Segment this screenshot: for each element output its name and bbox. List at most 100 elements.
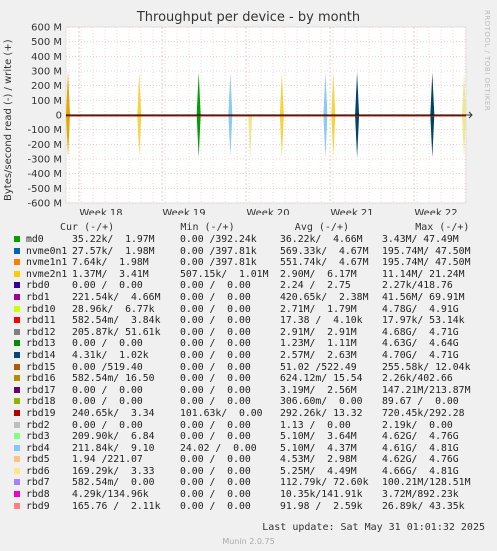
cur-value: 1.94 /221.07 <box>72 454 143 466</box>
legend-swatch <box>14 479 20 486</box>
avg-value: 17.38 / 4.10k <box>280 315 363 327</box>
y-tick-label: 100 M <box>31 96 62 107</box>
cur-value: 4.29k/134.96k <box>72 489 149 501</box>
y-tick-label: 500 M <box>31 37 62 48</box>
cur-value: 211.84k/ 9.10 <box>72 442 155 454</box>
legend-swatch <box>14 398 20 405</box>
legend-swatch <box>14 351 20 358</box>
device-name: rbd3 <box>26 431 50 443</box>
spike-write <box>228 72 233 115</box>
cur-value: 0.00 / 0.00 <box>72 384 143 396</box>
spike-read <box>430 115 435 158</box>
device-name: rbd18 <box>26 396 56 408</box>
legend-row: rbd12 205.87k/ 51.61k 0.00 / 0.00 2.91M/ 2.… <box>12 327 496 339</box>
x-tick-label: Week 18 <box>79 208 122 215</box>
cur-value: 35.22k/ 1.97M <box>72 234 155 245</box>
device-name: rbd6 <box>26 465 50 477</box>
min-value: 0.00 / 0.00 <box>180 291 251 303</box>
rrdtool-credit: RRDTOOL / TOBI OETIKER <box>483 10 491 112</box>
x-tick-label: Week 21 <box>330 208 373 215</box>
max-value: 255.58k/ 12.04k <box>382 361 471 373</box>
cur-value: 27.57k/ 1.98M <box>72 245 155 257</box>
max-value: 720.45k/292.28 <box>382 407 465 419</box>
legend-row: rbd17 0.00 / 0.00 0.00 / 0.00 3.19M/ 2.56M 1… <box>12 385 496 397</box>
spike-read <box>137 115 142 157</box>
spike-write <box>462 72 466 115</box>
legend-table: md0 35.22k/ 1.97M 0.00 /392.24k 36.22k/ 4.6… <box>12 234 496 512</box>
max-value: 195.74M/ 47.50M <box>382 245 471 257</box>
max-value: 4.66G/ 4.81G <box>382 465 459 477</box>
max-value: 2.27k/418.76 <box>382 280 453 292</box>
legend-swatch <box>14 433 20 440</box>
min-value: 0.00 / 0.00 <box>180 338 251 350</box>
legend-swatch <box>14 363 20 370</box>
cur-value: 4.31k/ 1.02k <box>72 349 149 361</box>
max-value: 11.14M/ 21.24M <box>382 268 465 280</box>
legend-row: rbd15 0.00 /519.40 0.00 / 0.00 51.02 /522.4… <box>12 362 496 374</box>
min-value: 0.00 / 0.00 <box>180 315 251 327</box>
avg-value: 2.57M/ 2.63M <box>280 349 357 361</box>
legend-row: rbd11 582.54m/ 3.84k 0.00 / 0.00 17.38 / 4.… <box>12 315 496 327</box>
legend-swatch <box>14 456 20 463</box>
avg-value: 91.98 / 2.59k <box>280 500 363 512</box>
min-value: 0.00 / 0.00 <box>180 361 251 373</box>
max-value: 3.72M/892.23k <box>382 489 459 501</box>
avg-value: 2.91M/ 2.91M <box>280 326 357 338</box>
legend-row: rbd9 165.76 / 2.11k 0.00 / 0.00 91.98 / 2.5… <box>12 501 496 513</box>
cur-value: 0.00 / 0.00 <box>72 396 143 408</box>
min-value: 507.15k/ 1.01M <box>180 268 269 280</box>
device-name: rbd16 <box>26 373 56 385</box>
y-tick-label: -300 M <box>27 155 62 166</box>
min-value: 0.00 / 0.00 <box>180 280 251 292</box>
legend-row: rbd10 28.96k/ 6.77k 0.00 / 0.00 2.71M/ 1.79… <box>12 304 496 316</box>
spike-read <box>279 115 284 158</box>
legend-swatch <box>14 467 20 474</box>
x-tick-label: Week 20 <box>246 208 289 215</box>
y-tick-label: -600 M <box>27 199 62 210</box>
cur-value: 0.00 / 0.00 <box>72 338 143 350</box>
legend-row: rbd18 0.00 / 0.00 0.00 / 0.00 306.60m/ 0.00… <box>12 396 496 408</box>
avg-value: 2.24 / 2.75 <box>280 280 351 292</box>
munin-version: Munin 2.0.75 <box>222 537 275 546</box>
legend-swatch <box>14 375 20 382</box>
min-value: 0.00 /397.81k <box>180 257 257 269</box>
spike-read <box>228 115 233 157</box>
y-tick-labels: 600 M 500 M 400 M 300 M 200 M 100 M 0 -100 M -20… <box>27 23 62 210</box>
avg-value: 51.02 /522.49 <box>280 361 357 373</box>
legend-row: rbd8 4.29k/134.96k 0.00 / 0.00 10.35k/141.9… <box>12 489 496 501</box>
device-name: rbd19 <box>26 407 56 419</box>
device-name: nvme2n1 <box>26 268 68 280</box>
legend-swatch <box>14 247 20 254</box>
avg-value: 112.79k/ 72.60k <box>280 477 369 489</box>
cur-value: 240.65k/ 3.34 <box>72 407 155 419</box>
device-name: rbd12 <box>26 326 56 338</box>
device-name: rbd9 <box>26 500 50 512</box>
cur-value: 582.54m/ 0.00 <box>72 477 155 489</box>
device-name: rbd2 <box>26 419 50 431</box>
spike-read <box>248 115 253 158</box>
cur-value: 221.54k/ 4.66M <box>72 291 161 303</box>
min-value: 0.00 / 0.00 <box>180 384 251 396</box>
spike-write <box>137 72 142 115</box>
max-value: 147.21M/213.87M <box>382 384 471 396</box>
avg-value: 624.12m/ 15.54 <box>280 373 363 385</box>
max-value: 4.63G/ 4.64G <box>382 338 459 350</box>
cur-value: 582.54m/ 3.84k <box>72 315 161 327</box>
horizontal-gridlines <box>66 26 466 204</box>
avg-value: 5.10M/ 4.37M <box>280 442 357 454</box>
spike-write <box>196 72 201 115</box>
device-name: rbd17 <box>26 384 56 396</box>
legend-row: nvme0n1 27.57k/ 1.98M 0.00 /397.81k 569.33k… <box>12 246 496 258</box>
cur-value: 1.37M/ 3.41M <box>72 268 149 280</box>
device-name: rbd5 <box>26 454 50 466</box>
y-tick-label: -500 M <box>27 184 62 195</box>
cur-value: 0.00 / 0.00 <box>72 280 143 292</box>
legend-row: rbd13 0.00 / 0.00 0.00 / 0.00 1.23M/ 1.11M 4… <box>12 338 496 350</box>
min-value: 0.00 / 0.00 <box>180 500 251 512</box>
legend-header: Cur (-/+) Min (-/+) Avg (-/+) Max (-/+) <box>60 222 470 233</box>
min-value: 0.00 / 0.00 <box>180 454 251 466</box>
avg-value: 292.26k/ 13.32 <box>280 407 363 419</box>
y-tick-label: -200 M <box>27 140 62 151</box>
cur-value: 582.54m/ 16.50 <box>72 373 155 385</box>
device-name: nvme0n1 <box>26 245 68 257</box>
